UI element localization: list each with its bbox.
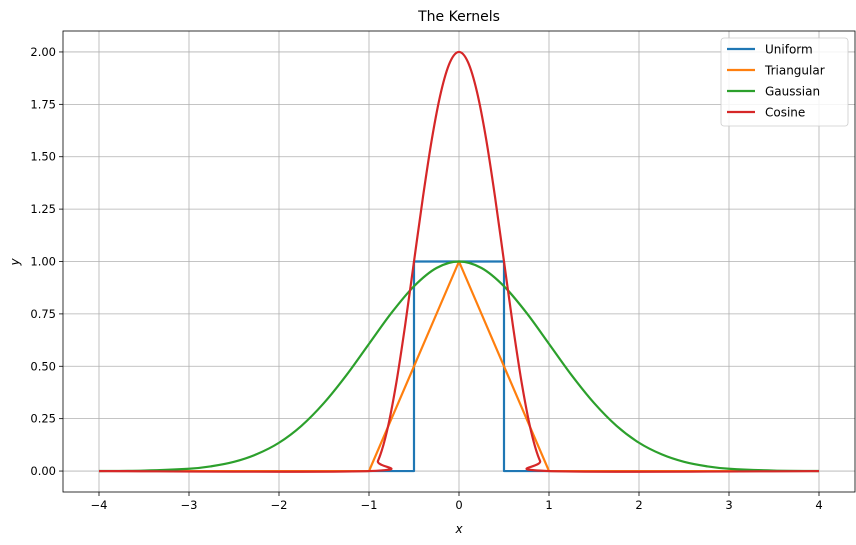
chart-title: The Kernels bbox=[417, 9, 500, 25]
y-tick-label: 2.00 bbox=[30, 45, 56, 59]
legend-label-uniform: Uniform bbox=[765, 43, 813, 57]
x-tick-label: 2 bbox=[635, 498, 642, 512]
x-tick-label: 4 bbox=[815, 498, 822, 512]
legend-box bbox=[720, 37, 849, 127]
y-tick-label: 0.75 bbox=[30, 307, 56, 321]
legend: Uniform Triangular Gaussian Cosine bbox=[720, 37, 849, 127]
y-axis: 0.00 0.25 0.50 0.75 1.00 1.25 1.50 1.75 2.00 bbox=[30, 45, 63, 478]
y-tick-label: 1.00 bbox=[30, 255, 56, 269]
series-gaussian-line bbox=[98, 260, 820, 473]
x-tick-label: −1 bbox=[361, 498, 378, 512]
legend-label-gaussian: Gaussian bbox=[765, 85, 820, 99]
legend-label-cosine: Cosine bbox=[765, 106, 805, 120]
x-tick-label: 3 bbox=[725, 498, 732, 512]
y-axis-label: y bbox=[8, 258, 22, 267]
x-tick-label: 0 bbox=[455, 498, 462, 512]
x-tick-label: −2 bbox=[271, 498, 288, 512]
y-tick-label: 1.50 bbox=[30, 150, 56, 164]
x-tick-label: −3 bbox=[181, 498, 198, 512]
y-tick-label: 0.25 bbox=[30, 412, 56, 426]
y-tick-label: 0.50 bbox=[30, 359, 56, 373]
series-cosine-line bbox=[98, 50, 820, 473]
y-tick-label: 1.25 bbox=[30, 202, 56, 216]
y-tick-label: 0.00 bbox=[30, 464, 56, 478]
x-axis: −4 −3 −2 −1 0 1 2 3 4 bbox=[91, 492, 823, 512]
legend-label-triangular: Triangular bbox=[764, 64, 825, 78]
x-tick-label: 1 bbox=[545, 498, 552, 512]
y-tick-label: 1.75 bbox=[30, 97, 56, 111]
series-layer bbox=[98, 50, 820, 473]
x-tick-label: −4 bbox=[91, 498, 108, 512]
x-axis-label: x bbox=[454, 522, 463, 536]
